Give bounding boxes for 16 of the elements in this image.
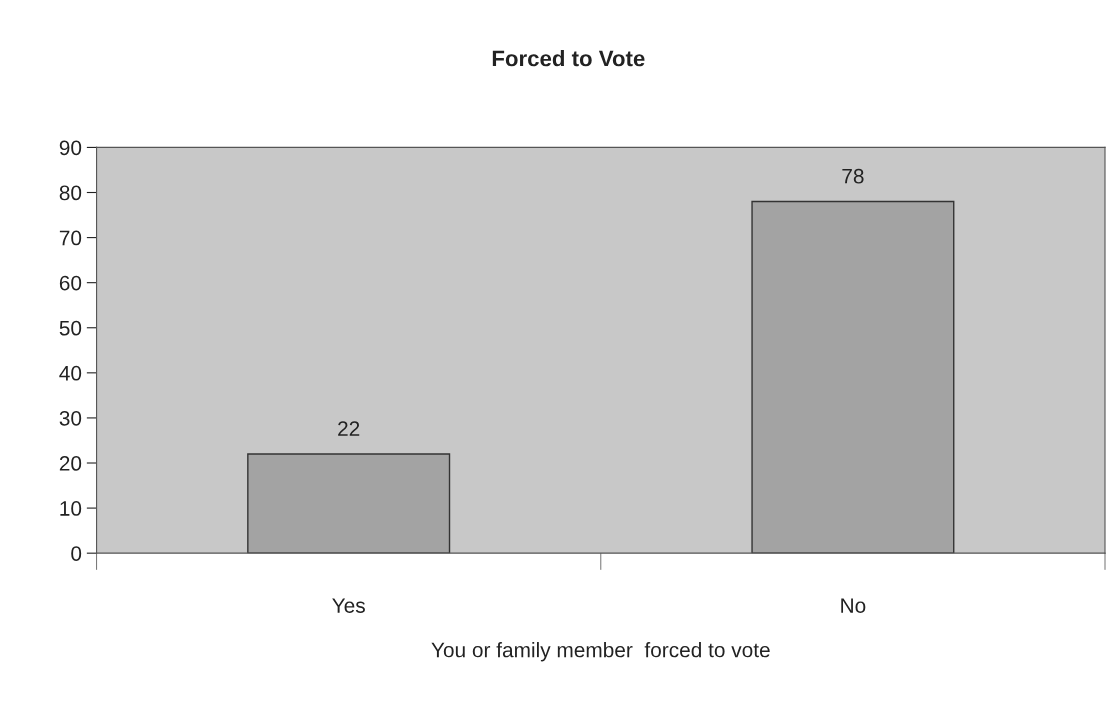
y-tick-label: 30 bbox=[59, 410, 82, 426]
data-label: 22 bbox=[338, 421, 360, 436]
x-axis-title: You or family member forced to vote bbox=[431, 642, 770, 662]
y-tick-label: 90 bbox=[59, 140, 82, 156]
x-tick-label: No bbox=[841, 598, 866, 613]
y-tick-label: 20 bbox=[59, 456, 82, 471]
x-tick-label: Yes bbox=[332, 598, 365, 613]
data-label: 78 bbox=[842, 168, 864, 184]
y-tick-label: 80 bbox=[59, 185, 82, 201]
chart-title: Forced to Vote bbox=[492, 50, 645, 67]
y-tick-label: 60 bbox=[59, 275, 82, 291]
y-tick-label: 50 bbox=[59, 320, 82, 336]
y-tick-label: 0 bbox=[71, 546, 82, 561]
y-tick-label: 40 bbox=[59, 365, 82, 381]
y-tick-label: 70 bbox=[59, 230, 82, 246]
y-tick-label: 10 bbox=[60, 501, 82, 516]
